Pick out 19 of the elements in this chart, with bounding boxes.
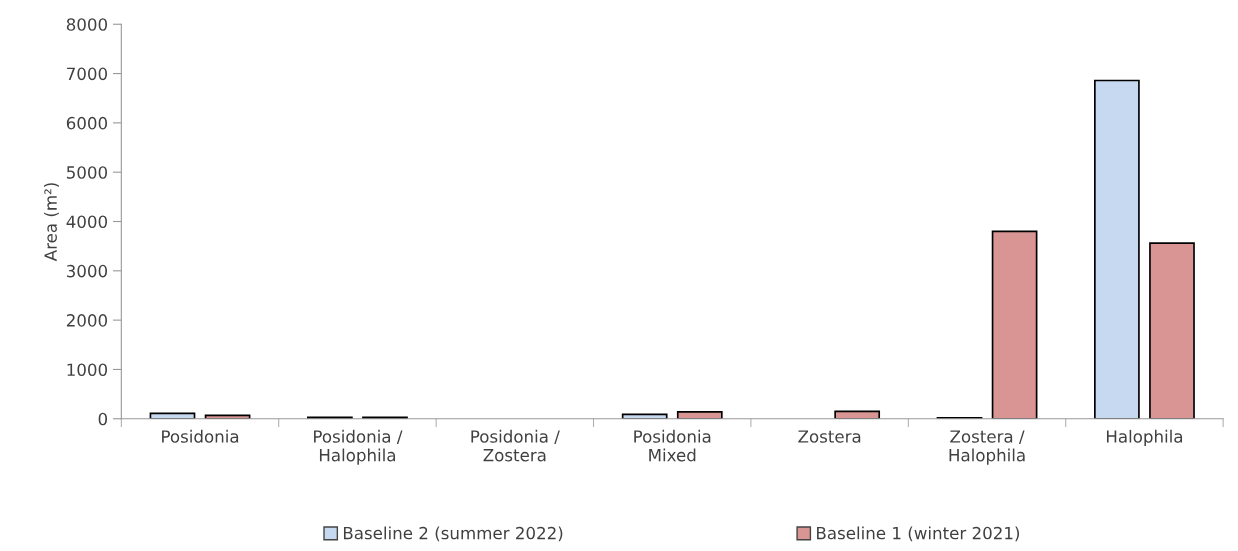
x-tick-label: Zostera / Halophila — [949, 430, 1025, 465]
x-tick-label: Posidonia — [162, 429, 239, 443]
y-tick-label: 6000 — [66, 116, 108, 130]
legend-label: Baseline 1 (winter 2021) — [817, 526, 1020, 542]
x-tick-label: Posidonia / Zostera — [471, 429, 560, 462]
x-tick-label: Posidonia Mixed — [634, 429, 711, 462]
x-tick-label: Posidonia / Halophila — [314, 429, 403, 465]
y-tick-label: 3000 — [66, 264, 108, 278]
y-tick-label: 5000 — [67, 166, 108, 179]
y-tick-label: 8000 — [66, 18, 108, 31]
y-axis-title: Area (m²) — [44, 183, 59, 262]
y-tick-label: 1000 — [67, 363, 108, 377]
y-tick-label: 2000 — [66, 314, 108, 327]
legend-label: Baseline 2 (summer 2022) — [343, 526, 563, 542]
y-tick-label: 4000 — [66, 215, 108, 229]
x-tick-label: Zostera — [798, 430, 861, 443]
y-tick-label: 7000 — [67, 67, 108, 81]
x-tick-label: Halophila — [1106, 429, 1183, 446]
y-tick-label: 0 — [98, 412, 108, 426]
